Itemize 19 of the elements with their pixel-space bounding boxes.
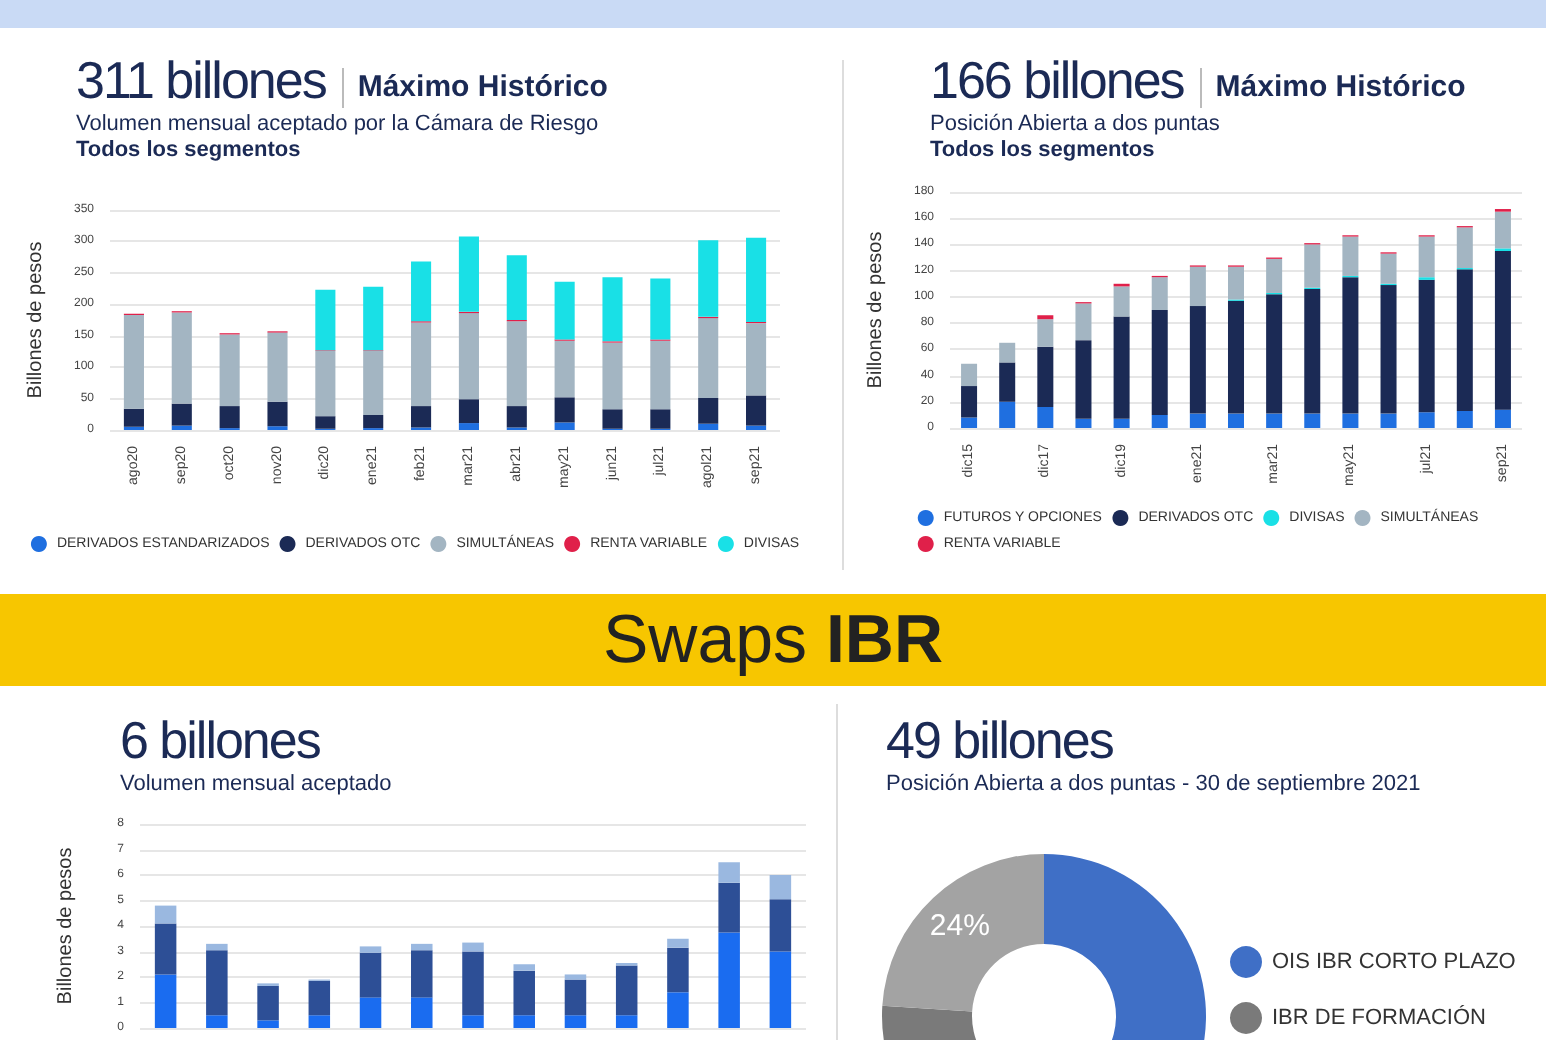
y-axis-title: Billones de pesos bbox=[55, 847, 77, 1005]
chart-title: 6 billones bbox=[120, 710, 320, 770]
y-axis-title: Billones de pesos bbox=[865, 231, 887, 389]
chart-title: 311 billones bbox=[76, 50, 326, 110]
legend-label: IBR DE FORMACIÓN bbox=[1272, 1004, 1487, 1030]
text: Swaps IBR bbox=[0, 594, 1546, 686]
chart-subtitle: Posición Abierta a dos puntas bbox=[930, 112, 1222, 136]
text: Todos los segmentos bbox=[930, 138, 1157, 162]
chart-subtitle: Volumen mensual aceptado por la Cámara de Riesgo bbox=[76, 112, 601, 136]
chart-title: 49 billones bbox=[886, 710, 1113, 770]
y-axis-title: Billones de pesos bbox=[25, 241, 47, 399]
legend-label: OIS IBR CORTO PLAZO bbox=[1272, 950, 1517, 974]
chart-subtitle: Volumen mensual aceptado bbox=[120, 772, 392, 796]
chart-title: 166 billones bbox=[930, 50, 1184, 110]
data-label: 24% bbox=[929, 909, 990, 944]
text: Todos los segmentos bbox=[76, 138, 303, 162]
text: Máximo Histórico bbox=[1199, 68, 1466, 108]
chart-subtitle: Posición Abierta a dos puntas - 30 de septiembre 2021 bbox=[886, 772, 1421, 796]
text: Máximo Histórico bbox=[341, 68, 608, 108]
